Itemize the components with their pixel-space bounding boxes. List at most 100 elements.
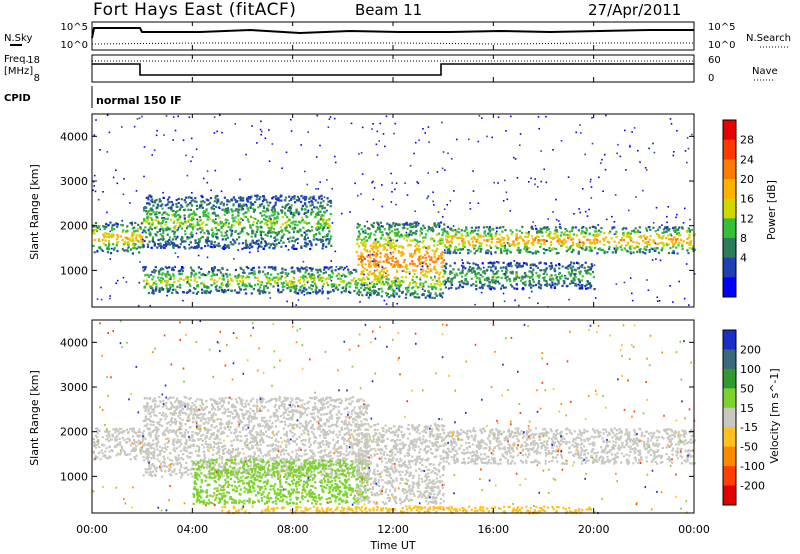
power-scatter — [414, 210, 416, 212]
noise-tick-top-left: 10^5 — [61, 22, 88, 33]
power-scatter — [396, 302, 398, 305]
power-cell — [318, 273, 321, 277]
power-cell — [202, 210, 206, 213]
power-scatter — [323, 267, 326, 270]
power-cell — [448, 280, 451, 283]
power-cell — [260, 245, 263, 248]
power-cell — [277, 231, 281, 234]
power-cell — [587, 272, 590, 275]
power-cell — [295, 211, 298, 214]
power-cell — [301, 267, 305, 270]
power-cell — [304, 212, 307, 215]
power-cell — [269, 278, 272, 282]
power-cell — [197, 245, 200, 248]
power-scatter — [219, 114, 221, 116]
power-scatter — [658, 300, 661, 302]
power-cell — [415, 296, 418, 299]
power-cell — [189, 241, 192, 244]
power-cell — [382, 260, 385, 263]
power-cell — [284, 268, 287, 271]
velocity-cell — [135, 454, 138, 457]
power-cell — [293, 197, 296, 200]
power-cell — [232, 243, 235, 246]
velocity-cell — [149, 423, 152, 426]
power-cell — [546, 228, 549, 231]
power-cell — [368, 262, 371, 266]
power-cell — [320, 218, 323, 221]
power-cell — [330, 244, 333, 247]
power-cell — [519, 251, 522, 254]
power-scatter — [380, 225, 383, 227]
power-cell — [305, 214, 308, 218]
nave-tick-top: 60 — [708, 55, 721, 66]
power-cell — [413, 221, 416, 224]
power-scatter — [537, 302, 539, 305]
power-cell — [368, 261, 371, 264]
power-cell — [222, 273, 225, 276]
power-cell — [135, 234, 138, 237]
power-cell — [516, 274, 519, 277]
power-cell — [485, 226, 488, 229]
power-scatter — [184, 218, 186, 220]
power-cell — [254, 233, 257, 236]
power-scatter — [686, 161, 688, 164]
power-cell — [266, 201, 269, 204]
power-cell — [308, 230, 311, 233]
power-cell — [611, 251, 614, 254]
power-cell — [485, 250, 488, 253]
power-cell — [193, 225, 196, 228]
power-scatter — [387, 244, 389, 247]
power-cell — [585, 246, 588, 249]
power-cell — [318, 289, 321, 292]
power-cell — [678, 234, 681, 237]
power-cell — [147, 198, 150, 201]
power-cell — [636, 245, 639, 248]
power-scatter — [683, 297, 686, 300]
velocity-cell — [254, 438, 257, 441]
power-cell — [224, 290, 227, 293]
velocity-cell — [95, 443, 98, 447]
power-scatter — [269, 297, 272, 299]
power-cell — [465, 226, 468, 229]
power-cell — [153, 271, 156, 274]
power-cell — [506, 269, 509, 272]
power-cell — [360, 239, 364, 242]
power-scatter — [378, 140, 381, 142]
power-cell — [649, 228, 652, 231]
power-cell — [183, 209, 186, 212]
power-cell — [93, 251, 96, 254]
power-cell — [660, 249, 663, 252]
power-cell — [572, 243, 575, 246]
velocity-cell — [252, 438, 255, 441]
power-scatter — [478, 115, 481, 117]
power-cell — [433, 266, 436, 269]
power-cell — [204, 285, 207, 288]
power-cell — [545, 267, 548, 270]
power-cell — [218, 289, 221, 292]
power-cell — [360, 260, 363, 263]
power-cell — [434, 293, 437, 296]
power-scatter — [395, 287, 398, 290]
power-cell — [303, 195, 306, 198]
power-cell — [598, 247, 602, 250]
power-cell — [283, 285, 286, 288]
power-cell — [401, 291, 404, 294]
power-cell — [158, 244, 161, 247]
power-cell — [665, 230, 668, 233]
power-cell — [495, 270, 498, 274]
power-cell — [158, 290, 161, 293]
power-scatter — [574, 274, 576, 276]
power-cell — [526, 240, 529, 243]
power-cell — [398, 251, 401, 254]
power-cell — [232, 196, 235, 199]
power-cell — [397, 265, 400, 268]
power-cell — [435, 258, 438, 261]
power-cell — [445, 262, 448, 265]
velocity-cell — [338, 398, 341, 401]
power-cell — [206, 236, 210, 239]
power-cell — [313, 282, 316, 285]
power-cell — [490, 241, 493, 244]
power-cell — [359, 291, 362, 294]
power-scatter — [426, 265, 429, 268]
power-cell — [398, 234, 401, 237]
